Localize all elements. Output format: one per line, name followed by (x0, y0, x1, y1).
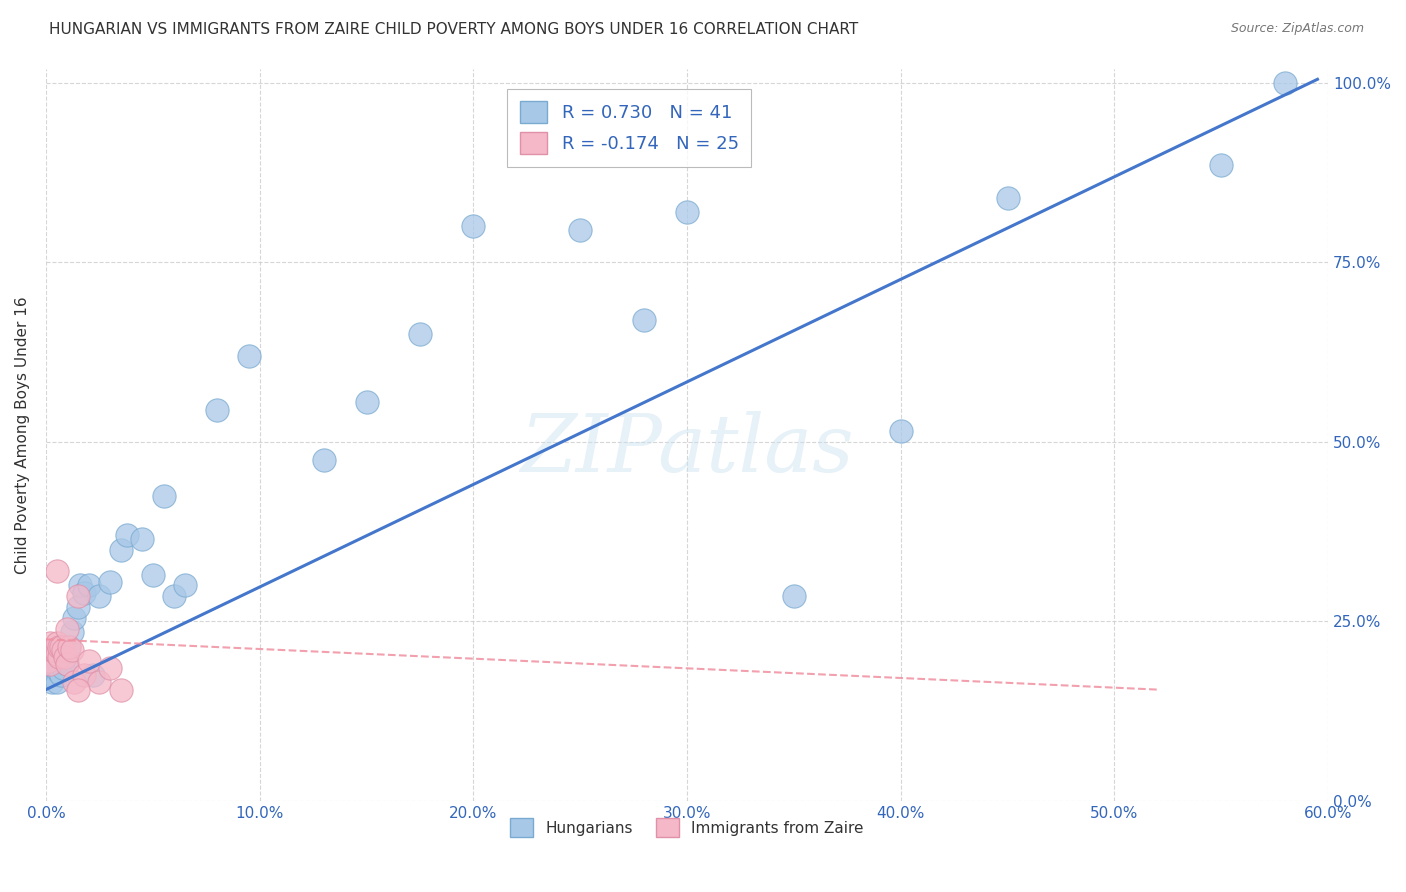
Point (45, 654, 67, 668)
Point (56, 657, 79, 672)
Point (77, 654, 100, 668)
Point (49, 668, 72, 682)
Point (890, 424, 912, 438)
Point (45, 675, 67, 690)
Point (238, 349, 260, 363)
Point (39, 657, 62, 672)
Point (39, 661, 62, 675)
Point (45, 636, 67, 650)
Point (98, 574, 121, 589)
Point (66, 682, 89, 697)
Point (89, 675, 111, 690)
Point (142, 567, 165, 582)
Point (569, 223, 592, 237)
Point (44, 643, 66, 657)
Point (409, 327, 432, 342)
Point (69, 578, 91, 592)
Point (39, 636, 62, 650)
Point (110, 542, 132, 557)
Point (66, 600, 89, 615)
Point (48, 650, 70, 665)
Point (173, 578, 195, 592)
Point (56, 622, 79, 636)
Point (52, 643, 75, 657)
Point (53, 650, 76, 665)
Point (60, 625, 83, 640)
Point (633, 313, 655, 327)
Point (52, 661, 75, 675)
Point (58, 640, 80, 654)
Point (131, 532, 153, 546)
Point (110, 682, 132, 697)
Point (37, 668, 59, 682)
Point (312, 453, 335, 467)
Point (49, 640, 72, 654)
Point (89, 589, 111, 603)
Point (1274, 76, 1296, 90)
Point (77, 578, 100, 592)
Point (37, 654, 59, 668)
Point (1211, 158, 1233, 172)
Point (997, 191, 1019, 205)
Point (48, 665, 70, 679)
Point (58, 640, 80, 654)
Point (73, 585, 96, 599)
Point (82, 668, 104, 682)
Point (62, 675, 84, 690)
Point (44, 661, 66, 675)
Point (356, 395, 378, 409)
Point (783, 589, 806, 603)
Text: HUNGARIAN VS IMMIGRANTS FROM ZAIRE CHILD POVERTY AMONG BOYS UNDER 16 CORRELATION: HUNGARIAN VS IMMIGRANTS FROM ZAIRE CHILD… (49, 22, 859, 37)
Point (56, 657, 79, 672)
Point (205, 402, 228, 417)
Point (163, 589, 186, 603)
Point (60, 643, 83, 657)
Text: Source: ZipAtlas.com: Source: ZipAtlas.com (1230, 22, 1364, 36)
Point (48, 640, 70, 654)
Point (463, 219, 485, 234)
Point (98, 661, 121, 675)
Point (676, 205, 699, 219)
Point (41, 643, 63, 657)
Point (41, 675, 63, 690)
Legend: Hungarians, Immigrants from Zaire: Hungarians, Immigrants from Zaire (503, 811, 872, 845)
Point (45, 564, 67, 578)
Y-axis label: Child Poverty Among Boys Under 16: Child Poverty Among Boys Under 16 (15, 296, 30, 574)
Point (45, 647, 67, 661)
Point (152, 489, 174, 503)
Point (66, 589, 89, 603)
Point (62, 611, 84, 625)
Point (115, 528, 138, 542)
Point (73, 668, 96, 682)
Text: ZIPatlas: ZIPatlas (520, 410, 853, 488)
